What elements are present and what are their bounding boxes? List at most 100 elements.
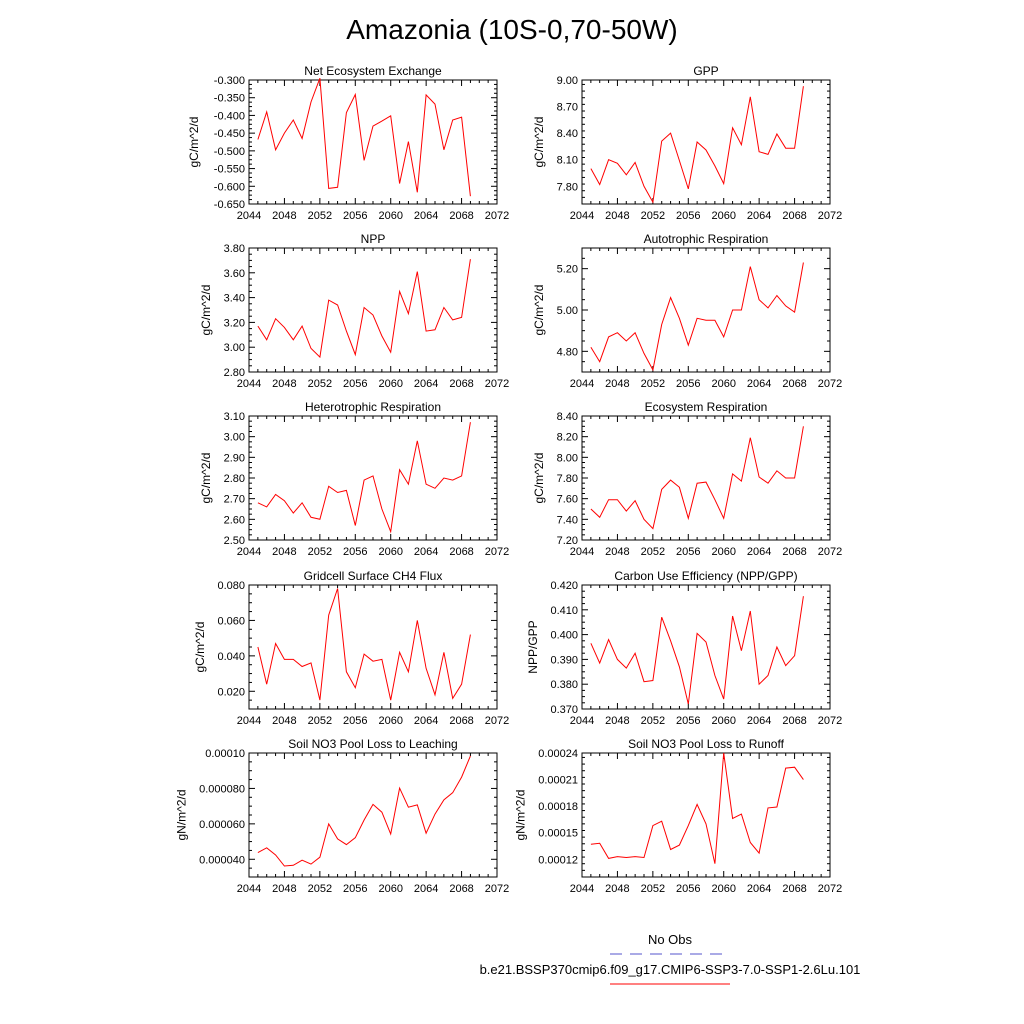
series-line bbox=[590, 752, 804, 864]
y-tick-label: 0.000060 bbox=[199, 819, 245, 831]
chart-panel-9: Soil NO3 Pool Loss to Runoff 2044 2048 2052… bbox=[514, 737, 843, 895]
y-tick-label: 8.20 bbox=[557, 432, 578, 444]
x-tick-label: 2068 bbox=[782, 546, 806, 558]
x-tick-label: 2056 bbox=[343, 210, 367, 222]
x-tick-label: 2060 bbox=[711, 378, 735, 390]
x-tick-label: 2048 bbox=[272, 883, 296, 895]
x-tick-label: 2068 bbox=[449, 546, 473, 558]
x-tick-label: 2072 bbox=[485, 378, 509, 390]
y-tick-label: 0.400 bbox=[550, 630, 578, 642]
x-tick-label: 2072 bbox=[818, 546, 842, 558]
chart-panel-4: Heterotrophic Respiration 2044 2048 2052 205… bbox=[199, 400, 509, 558]
y-axis-label: gC/m^2/d bbox=[199, 453, 213, 504]
y-tick-label: 0.390 bbox=[550, 654, 578, 666]
y-tick-label: 2.70 bbox=[224, 494, 245, 506]
y-tick-label: 3.40 bbox=[224, 293, 245, 305]
x-tick-label: 2052 bbox=[308, 883, 332, 895]
x-tick-label: 2060 bbox=[711, 715, 735, 727]
x-tick-label: 2044 bbox=[570, 210, 594, 222]
y-tick-label: 2.50 bbox=[224, 535, 245, 547]
x-tick-label: 2056 bbox=[676, 378, 700, 390]
x-tick-label: 2064 bbox=[414, 715, 438, 727]
x-tick-label: 2044 bbox=[570, 715, 594, 727]
x-tick-label: 2056 bbox=[676, 210, 700, 222]
y-tick-label: 3.80 bbox=[224, 243, 245, 255]
x-tick-label: 2068 bbox=[449, 715, 473, 727]
x-tick-label: 2056 bbox=[676, 883, 700, 895]
y-tick-label: 8.40 bbox=[557, 128, 578, 140]
chart-panel-2: NPP 2044 2048 2052 2056 2060 2064 2068 2072 3.80 3… bbox=[199, 232, 509, 390]
y-tick-label: 7.80 bbox=[557, 181, 578, 193]
x-tick-label: 2064 bbox=[747, 715, 771, 727]
x-tick-label: 2056 bbox=[676, 715, 700, 727]
x-tick-label: 2048 bbox=[272, 210, 296, 222]
plot-frame bbox=[248, 584, 498, 710]
plot-frame bbox=[248, 79, 498, 205]
y-tick-label: 0.00015 bbox=[538, 828, 578, 840]
chart-panel-0: Net Ecosystem Exchange 2044 2048 2052 2056 20… bbox=[187, 64, 509, 222]
plot-frame bbox=[581, 584, 831, 710]
x-tick-label: 2068 bbox=[782, 210, 806, 222]
y-tick-label: 0.000080 bbox=[199, 783, 245, 795]
x-tick-label: 2048 bbox=[605, 378, 629, 390]
x-tick-label: 2060 bbox=[378, 546, 402, 558]
y-tick-label: 8.70 bbox=[557, 102, 578, 114]
x-tick-label: 2052 bbox=[308, 378, 332, 390]
y-tick-label: 0.00024 bbox=[538, 748, 578, 760]
y-axis-label: gN/m^2/d bbox=[174, 790, 188, 841]
x-tick-label: 2044 bbox=[570, 546, 594, 558]
chart-panel-5: Ecosystem Respiration 2044 2048 2052 2056 206… bbox=[532, 400, 842, 558]
x-tick-label: 2064 bbox=[414, 378, 438, 390]
chart-panel-8: Soil NO3 Pool Loss to Leaching 2044 2048 20… bbox=[174, 737, 509, 895]
x-tick-label: 2056 bbox=[676, 546, 700, 558]
series-line bbox=[590, 262, 804, 372]
y-tick-label: 2.80 bbox=[224, 473, 245, 485]
y-tick-label: 0.00010 bbox=[205, 748, 245, 760]
y-tick-label: 0.00018 bbox=[538, 801, 578, 813]
x-tick-label: 2052 bbox=[641, 715, 665, 727]
series-line bbox=[590, 596, 804, 705]
y-tick-label: 3.00 bbox=[224, 342, 245, 354]
y-tick-label: 0.020 bbox=[217, 686, 245, 698]
y-tick-label: 5.20 bbox=[557, 264, 578, 276]
y-axis-label: gC/m^2/d bbox=[199, 285, 213, 336]
y-tick-label: 7.60 bbox=[557, 494, 578, 506]
y-axis-label: gC/m^2/d bbox=[532, 117, 546, 168]
x-tick-label: 2068 bbox=[449, 883, 473, 895]
x-tick-label: 2064 bbox=[747, 210, 771, 222]
y-axis-label: NPP/GPP bbox=[526, 620, 540, 673]
series-line bbox=[257, 422, 471, 534]
x-tick-label: 2044 bbox=[237, 378, 261, 390]
chart-title: Autotrophic Respiration bbox=[644, 232, 769, 246]
y-tick-label: 3.20 bbox=[224, 317, 245, 329]
y-tick-label: 5.00 bbox=[557, 305, 578, 317]
legend-line-model-run bbox=[610, 983, 730, 985]
chart-panel-7: Carbon Use Efficiency (NPP/GPP) 2044 2048 2… bbox=[526, 569, 842, 727]
y-tick-label: 0.410 bbox=[550, 605, 578, 617]
x-tick-label: 2048 bbox=[605, 715, 629, 727]
y-tick-label: 0.060 bbox=[217, 615, 245, 627]
y-tick-label: 9.00 bbox=[557, 75, 578, 87]
page-title: Amazonia (10S-0,70-50W) bbox=[346, 14, 678, 45]
x-tick-label: 2072 bbox=[818, 883, 842, 895]
x-tick-label: 2060 bbox=[711, 210, 735, 222]
x-tick-label: 2044 bbox=[570, 883, 594, 895]
chart-panel-3: Autotrophic Respiration 2044 2048 2052 2056 2… bbox=[532, 232, 842, 390]
y-tick-label: 8.40 bbox=[557, 411, 578, 423]
y-tick-label: 0.420 bbox=[550, 580, 578, 592]
x-tick-label: 2048 bbox=[605, 210, 629, 222]
x-tick-label: 2068 bbox=[449, 210, 473, 222]
y-tick-label: -0.450 bbox=[214, 128, 245, 140]
plot-frame bbox=[581, 247, 831, 373]
x-tick-label: 2064 bbox=[747, 546, 771, 558]
x-tick-label: 2056 bbox=[343, 883, 367, 895]
series-line bbox=[257, 755, 471, 867]
x-tick-label: 2068 bbox=[449, 378, 473, 390]
x-tick-label: 2072 bbox=[818, 715, 842, 727]
y-tick-label: -0.550 bbox=[214, 164, 245, 176]
y-tick-label: 3.00 bbox=[224, 432, 245, 444]
x-tick-label: 2056 bbox=[343, 378, 367, 390]
y-tick-label: -0.500 bbox=[214, 146, 245, 158]
x-tick-label: 2072 bbox=[485, 883, 509, 895]
